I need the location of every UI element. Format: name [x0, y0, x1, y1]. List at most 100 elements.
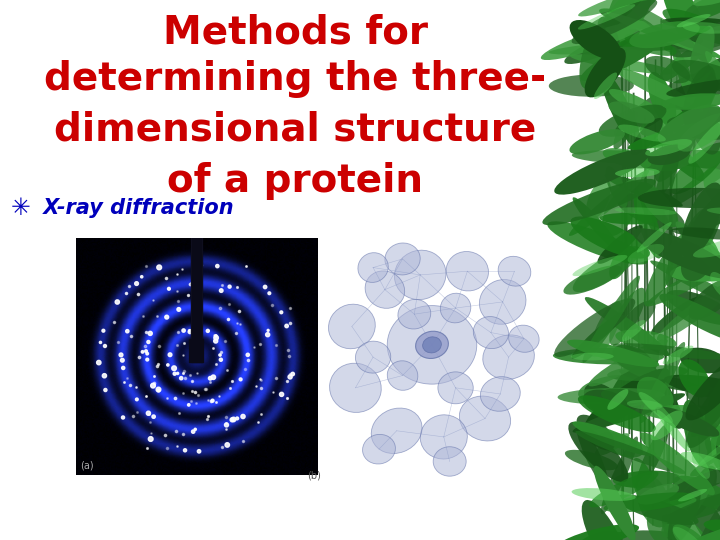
Ellipse shape [572, 255, 627, 276]
Point [228, 415, 239, 424]
Ellipse shape [681, 244, 713, 281]
Ellipse shape [616, 330, 677, 350]
Ellipse shape [556, 524, 639, 540]
Ellipse shape [584, 383, 624, 418]
Point [145, 435, 156, 443]
Point [233, 307, 245, 316]
Ellipse shape [564, 29, 640, 64]
Point [254, 340, 266, 348]
Point [153, 385, 164, 394]
Point [143, 409, 154, 417]
Point [191, 369, 202, 377]
Ellipse shape [613, 345, 654, 374]
Ellipse shape [446, 252, 488, 291]
Point [153, 263, 165, 272]
Point [148, 413, 159, 421]
Ellipse shape [672, 46, 698, 109]
Point [234, 320, 246, 329]
Ellipse shape [651, 133, 696, 149]
Point [231, 414, 243, 423]
Ellipse shape [683, 64, 720, 141]
Point [193, 447, 204, 456]
Ellipse shape [598, 17, 621, 60]
Ellipse shape [547, 221, 648, 265]
Ellipse shape [638, 188, 720, 208]
Ellipse shape [580, 0, 665, 54]
Ellipse shape [554, 298, 635, 357]
Point [148, 371, 160, 380]
Ellipse shape [569, 170, 649, 236]
Point [153, 360, 164, 369]
Point [119, 377, 130, 386]
Text: (b): (b) [307, 470, 321, 481]
Ellipse shape [620, 34, 703, 51]
Point [179, 374, 191, 383]
Point [220, 424, 232, 433]
Ellipse shape [571, 353, 613, 360]
Ellipse shape [685, 49, 720, 102]
Ellipse shape [640, 108, 683, 136]
Point [133, 353, 145, 362]
Ellipse shape [678, 489, 707, 502]
Point [145, 329, 156, 338]
Ellipse shape [585, 297, 670, 356]
Point [199, 385, 210, 394]
Point [177, 350, 189, 359]
Ellipse shape [595, 433, 629, 456]
Ellipse shape [614, 73, 700, 136]
Ellipse shape [670, 23, 720, 57]
Ellipse shape [666, 77, 720, 97]
Point [161, 394, 172, 402]
Ellipse shape [672, 527, 708, 540]
Ellipse shape [665, 204, 720, 287]
Point [256, 384, 267, 393]
Ellipse shape [689, 494, 720, 540]
Ellipse shape [683, 400, 712, 468]
Point [282, 377, 293, 386]
Ellipse shape [423, 337, 441, 353]
Ellipse shape [557, 388, 665, 404]
Ellipse shape [667, 290, 720, 325]
Ellipse shape [672, 60, 720, 93]
Ellipse shape [672, 524, 706, 540]
Ellipse shape [576, 423, 608, 487]
Point [178, 367, 189, 375]
Point [189, 425, 201, 434]
Point [184, 326, 196, 335]
Ellipse shape [387, 361, 418, 390]
Ellipse shape [589, 471, 659, 508]
Point [232, 319, 243, 328]
Point [227, 377, 238, 386]
Point [183, 326, 194, 334]
Ellipse shape [598, 225, 643, 264]
Point [140, 347, 152, 355]
Point [137, 312, 148, 321]
Point [204, 378, 215, 387]
Point [98, 326, 109, 335]
Ellipse shape [659, 146, 720, 212]
Ellipse shape [607, 12, 720, 58]
Ellipse shape [614, 207, 677, 215]
Point [220, 336, 231, 345]
Ellipse shape [669, 53, 720, 111]
Ellipse shape [640, 433, 715, 495]
Ellipse shape [628, 244, 664, 264]
Point [99, 372, 110, 380]
Point [221, 421, 233, 429]
Point [221, 366, 233, 375]
Ellipse shape [614, 67, 703, 112]
Point [243, 355, 254, 364]
Text: dimensional structure: dimensional structure [54, 111, 536, 148]
Ellipse shape [661, 17, 720, 31]
Ellipse shape [578, 0, 682, 17]
Point [259, 282, 271, 291]
Bar [269, 349, 280, 361]
Point [160, 273, 171, 282]
Ellipse shape [585, 368, 670, 430]
Ellipse shape [716, 237, 720, 273]
Point [210, 360, 222, 368]
Ellipse shape [604, 0, 651, 51]
Ellipse shape [542, 179, 656, 225]
Ellipse shape [637, 377, 674, 413]
Ellipse shape [582, 530, 678, 540]
